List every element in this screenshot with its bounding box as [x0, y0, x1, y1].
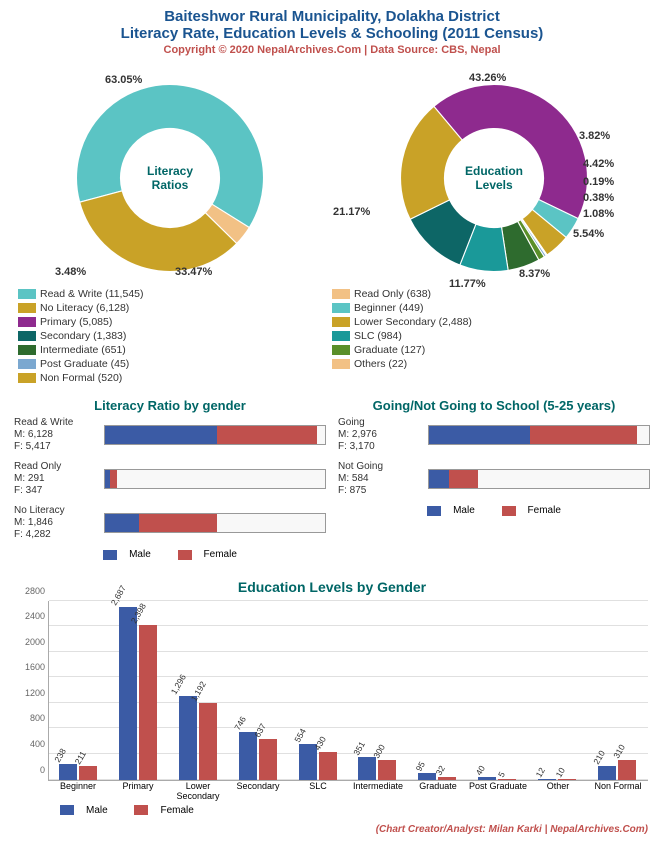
- pct-label: 0.38%: [583, 192, 614, 204]
- y-tick: 1600: [13, 662, 45, 672]
- x-label: Secondary: [228, 781, 288, 801]
- female-label: Female: [204, 549, 237, 560]
- bar-group: 1,296 1,192: [179, 696, 217, 779]
- pct-label: 1.08%: [583, 208, 614, 220]
- y-tick: 0: [13, 765, 45, 775]
- bar-group: 351 300: [358, 757, 396, 780]
- pct-label: 3.48%: [55, 266, 86, 278]
- pct-label: 33.47%: [175, 266, 212, 278]
- hbar-row: Read OnlyM: 291F: 347: [14, 461, 326, 497]
- legend-item: SLC (984): [332, 330, 646, 342]
- legend-item: Lower Secondary (2,488): [332, 316, 646, 328]
- pct-label: 4.42%: [583, 158, 614, 170]
- bar-group: 2,687 2,398: [119, 607, 157, 780]
- header: Baiteshwor Rural Municipality, Dolakha D…: [8, 8, 656, 56]
- hbar-row: Not GoingM: 584F: 875: [338, 461, 650, 497]
- x-label: Lower Secondary: [168, 781, 228, 801]
- x-label: Post Graduate: [468, 781, 528, 801]
- pct-label: 0.19%: [583, 176, 614, 188]
- legend-item: No Literacy (6,128): [18, 302, 332, 314]
- title-line2: Literacy Rate, Education Levels & School…: [8, 25, 656, 42]
- bar-group: 40 5: [478, 777, 516, 780]
- bar-group: 238 211: [59, 764, 97, 779]
- y-tick: 2400: [13, 611, 45, 621]
- mf-legend-1: Male Female: [14, 549, 326, 563]
- legend-item: Secondary (1,383): [18, 330, 332, 342]
- pct-label: 21.17%: [333, 206, 370, 218]
- bar-group: 12 10: [538, 779, 576, 780]
- legend-item: Post Graduate (45): [18, 358, 332, 370]
- subtitle: Copyright © 2020 NepalArchives.Com | Dat…: [8, 44, 656, 56]
- hbar-row: Read & WriteM: 6,128F: 5,417: [14, 417, 326, 453]
- bar-group: 210 310: [598, 760, 636, 780]
- legend-item: Read & Write (11,545): [18, 288, 332, 300]
- credit-line: (Chart Creator/Analyst: Milan Karki | Ne…: [8, 824, 656, 835]
- pct-label: 5.54%: [573, 228, 604, 240]
- literacy-by-gender: Literacy Ratio by gender Read & WriteM: …: [8, 398, 332, 563]
- legend-item: Beginner (449): [332, 302, 646, 314]
- x-label: Intermediate: [348, 781, 408, 801]
- title-line1: Baiteshwor Rural Municipality, Dolakha D…: [8, 8, 656, 25]
- donut-row: LiteracyRatios 63.05%3.48%33.47% Educati…: [8, 68, 656, 288]
- combined-legend: Read & Write (11,545)Read Only (638)No L…: [8, 288, 656, 386]
- mf-legend-2: Male Female: [338, 505, 650, 519]
- hbar-row: No LiteracyM: 1,846F: 4,282: [14, 505, 326, 541]
- legend-item: Others (22): [332, 358, 646, 370]
- female-label-3: Female: [160, 805, 193, 816]
- pct-label: 63.05%: [105, 74, 142, 86]
- hbar-row: GoingM: 2,976F: 3,170: [338, 417, 650, 453]
- pct-label: 3.82%: [579, 130, 610, 142]
- legend-item: Read Only (638): [332, 288, 646, 300]
- y-tick: 2000: [13, 637, 45, 647]
- bar-group: 554 430: [299, 744, 337, 780]
- x-label: Other: [528, 781, 588, 801]
- chart-container: Baiteshwor Rural Municipality, Dolakha D…: [0, 0, 664, 843]
- male-label-2: Male: [453, 505, 475, 516]
- female-label-2: Female: [528, 505, 561, 516]
- edu-gender-title: Education Levels by Gender: [8, 579, 656, 595]
- x-label: Primary: [108, 781, 168, 801]
- x-label: Beginner: [48, 781, 108, 801]
- pct-label: 11.77%: [449, 278, 486, 290]
- y-tick: 800: [13, 713, 45, 723]
- literacy-gender-title: Literacy Ratio by gender: [14, 398, 326, 413]
- y-tick: 400: [13, 739, 45, 749]
- mf-legend-3: Male Female: [48, 805, 656, 819]
- literacy-donut: LiteracyRatios 63.05%3.48%33.47%: [15, 68, 325, 288]
- legend-item: Intermediate (651): [18, 344, 332, 356]
- mid-row: Literacy Ratio by gender Read & WriteM: …: [8, 398, 656, 563]
- legend-item: Non Formal (520): [18, 372, 332, 384]
- schooling-title: Going/Not Going to School (5-25 years): [338, 398, 650, 413]
- bar-group: 95 32: [418, 773, 456, 779]
- x-label: Graduate: [408, 781, 468, 801]
- legend-item: Primary (5,085): [18, 316, 332, 328]
- bar-group: 746 637: [239, 732, 277, 780]
- male-label: Male: [129, 549, 151, 560]
- education-donut: EducationLevels 43.26%3.82%4.42%0.19%0.3…: [339, 68, 649, 288]
- x-axis-labels: BeginnerPrimaryLower SecondarySecondaryS…: [48, 781, 648, 801]
- pct-label: 8.37%: [519, 268, 550, 280]
- y-tick: 2800: [13, 586, 45, 596]
- male-label-3: Male: [86, 805, 108, 816]
- legend-item: Graduate (127): [332, 344, 646, 356]
- pct-label: 43.26%: [469, 72, 506, 84]
- edu-gender-chart: 040080012001600200024002800238 2112,687 …: [48, 601, 648, 781]
- x-label: SLC: [288, 781, 348, 801]
- x-label: Non Formal: [588, 781, 648, 801]
- y-tick: 1200: [13, 688, 45, 698]
- schooling-chart: Going/Not Going to School (5-25 years) G…: [332, 398, 656, 563]
